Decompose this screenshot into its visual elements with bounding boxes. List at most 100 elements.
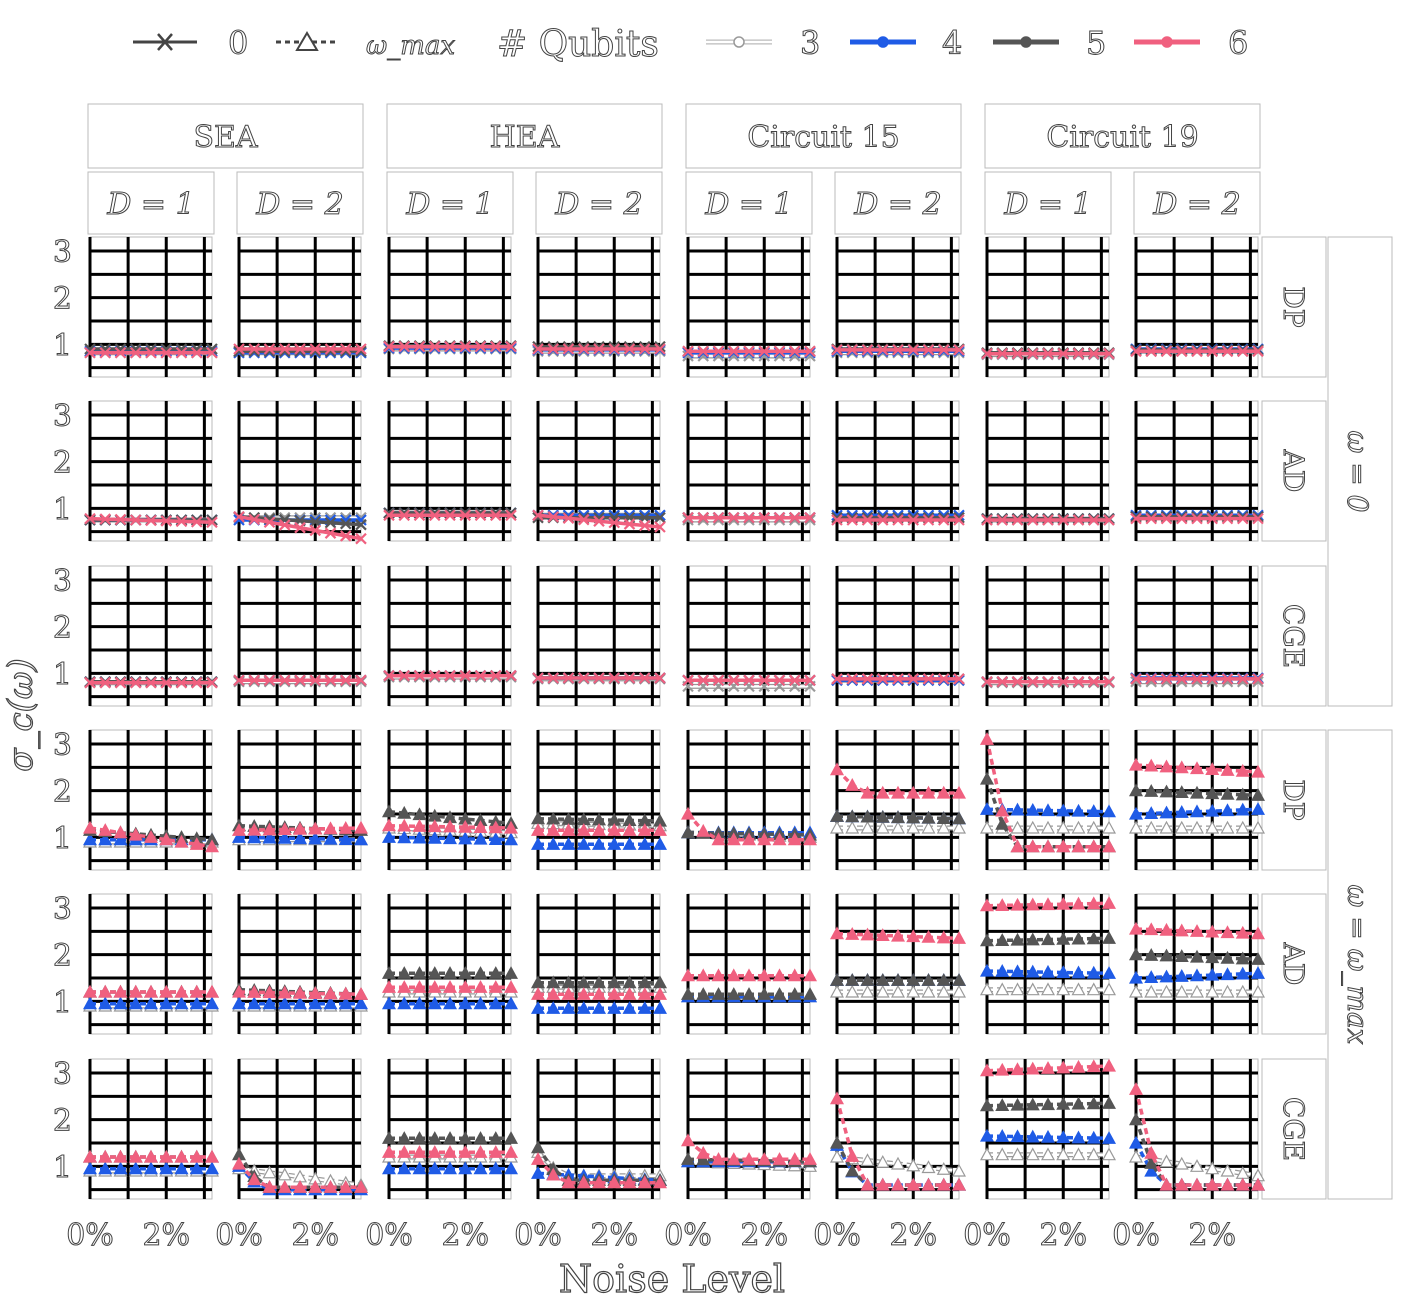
series-marker-q6 [489,340,502,353]
series-marker-q6 [773,345,786,358]
series-marker-q6 [831,344,843,356]
series-marker-q6 [309,524,322,537]
series-marker-q6 [175,346,188,359]
series-marker-q6 [937,673,950,685]
series-marker-q4 [503,832,519,846]
series-marker-q5 [397,1131,412,1144]
series-marker-q6 [99,676,112,689]
series-marker-q6 [860,1177,875,1191]
series-marker-q6 [1206,673,1219,685]
series-marker-q4 [113,996,128,1010]
series-marker-q6 [547,511,560,523]
series-marker-q4 [82,996,98,1010]
series-marker-q6 [1235,763,1250,777]
panel [981,400,1115,542]
panel [383,565,517,707]
series-marker-q6 [278,674,291,687]
series-marker-q3 [1250,820,1266,834]
series-marker-q6 [711,1152,726,1165]
series-marker-q3 [1040,820,1056,834]
x-tick-label: 2% [889,1218,937,1253]
series-marker-q4 [473,996,488,1010]
series-marker-q6 [114,346,127,359]
series-marker-q6 [741,1152,757,1165]
series-marker-q4 [1189,804,1205,818]
series-marker-q4 [1086,1130,1101,1144]
series-marker-q6 [1130,345,1142,358]
series-marker-q6 [1252,345,1264,358]
legend-dot-q3 [733,36,745,48]
series-marker-q6 [921,785,936,799]
panel [979,893,1117,1035]
series-marker-q6 [277,822,292,836]
y-tick-label: 3 [53,892,72,927]
series-marker-q6 [1040,897,1056,911]
series-marker-q5 [680,1152,696,1165]
series-marker-q4 [637,837,652,850]
row-group-box [1327,236,1393,707]
series-marker-q6 [712,674,725,687]
series-marker-q6 [1011,675,1024,688]
legend-label-0: 0 [228,24,248,62]
series-marker-q6 [936,930,951,944]
series-marker-q6 [829,1091,845,1105]
depth-label: D = 2 [853,187,941,222]
series-marker-q6 [262,1180,277,1193]
series-marker-q5 [1189,785,1205,799]
series-marker-q6 [190,516,203,528]
series-marker-q5 [1220,950,1235,964]
col-group-label: SEA [193,120,257,155]
series-marker-q6 [143,830,159,843]
series-marker-q6 [294,521,306,534]
row-label: CGE [1277,604,1310,668]
series-marker-q6 [637,1175,652,1189]
series-marker-q3 [936,1161,951,1175]
panel [383,400,517,542]
series-marker-q6 [1071,896,1086,910]
series-marker-q4 [1071,965,1086,979]
row-box [1261,565,1327,707]
x-tick-label: 2% [441,1218,489,1253]
series-marker-q6 [861,673,874,685]
series-marker-q6 [951,785,967,799]
series-marker-q6 [680,968,696,982]
panel [680,729,818,871]
series-marker-q4 [622,837,637,850]
series-marker-q6 [593,343,605,355]
series-marker-q4 [1071,1130,1086,1144]
series-marker-q5 [488,1131,503,1144]
series-marker-q6 [1174,760,1189,774]
series-marker-q6 [607,987,622,1000]
series-marker-q6 [937,514,950,526]
series-marker-q6 [428,340,441,353]
series-marker-q6 [381,818,397,832]
series-marker-q5 [1235,787,1250,801]
series-marker-q5 [726,987,741,1000]
series-marker-q6 [1072,675,1085,688]
panel [829,1058,967,1200]
series-marker-q4 [458,996,473,1010]
col-group-label: Circuit 19 [1046,120,1198,155]
series-marker-q3 [951,984,967,998]
series-marker-q3 [1189,984,1205,998]
series-marker-q6 [1056,1060,1071,1074]
series-marker-q6 [189,1149,204,1163]
series-marker-q6 [145,676,157,689]
series-marker-q4 [1025,802,1040,816]
series-marker-q3 [1071,1147,1086,1161]
panel [233,565,367,707]
series-marker-q6 [488,820,503,834]
series-marker-q4 [591,1001,607,1014]
panel [84,236,218,378]
series-marker-q6 [338,821,353,834]
series-marker-q6 [1057,514,1070,526]
panel [829,893,967,1035]
y-tick-label: 2 [53,1104,72,1139]
series-marker-q6 [876,344,889,356]
series-marker-q4 [128,996,143,1010]
series-marker-q5 [845,809,860,823]
series-marker-q3 [921,1160,936,1174]
series-marker-q6 [532,343,544,355]
series-marker-q6 [412,980,427,993]
panel [381,1058,519,1200]
